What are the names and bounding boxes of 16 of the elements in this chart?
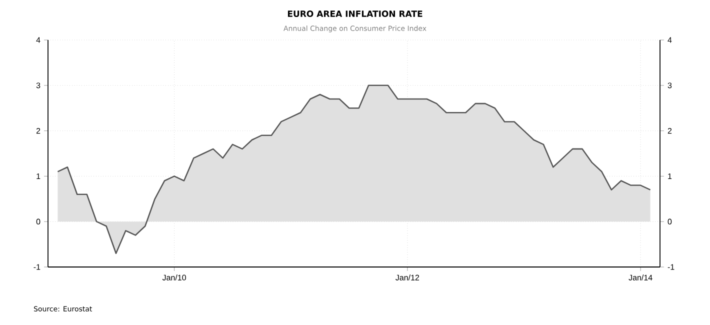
x-tick-label: Jan/10 bbox=[162, 274, 186, 280]
y2-tick-label: -1 bbox=[668, 264, 674, 270]
chart-title: EURO AREA INFLATION RATE bbox=[288, 10, 422, 17]
y2-tick-label: 3 bbox=[668, 82, 672, 88]
y2-tick-label: 1 bbox=[668, 173, 672, 179]
y-tick-label: 3 bbox=[36, 82, 40, 88]
x-tick-label: Jan/12 bbox=[396, 274, 420, 280]
y-tick-label: 1 bbox=[36, 173, 40, 179]
y-tick-label: 4 bbox=[36, 37, 40, 43]
y-tick-label: 2 bbox=[36, 128, 40, 134]
y-tick-label: -1 bbox=[34, 264, 40, 270]
y-tick-label: 0 bbox=[36, 218, 40, 224]
x-tick-label: Jan/14 bbox=[628, 274, 652, 280]
y2-tick-label: 4 bbox=[668, 37, 672, 43]
y2-tick-label: 2 bbox=[668, 128, 672, 134]
y2-tick-label: 0 bbox=[668, 218, 672, 224]
